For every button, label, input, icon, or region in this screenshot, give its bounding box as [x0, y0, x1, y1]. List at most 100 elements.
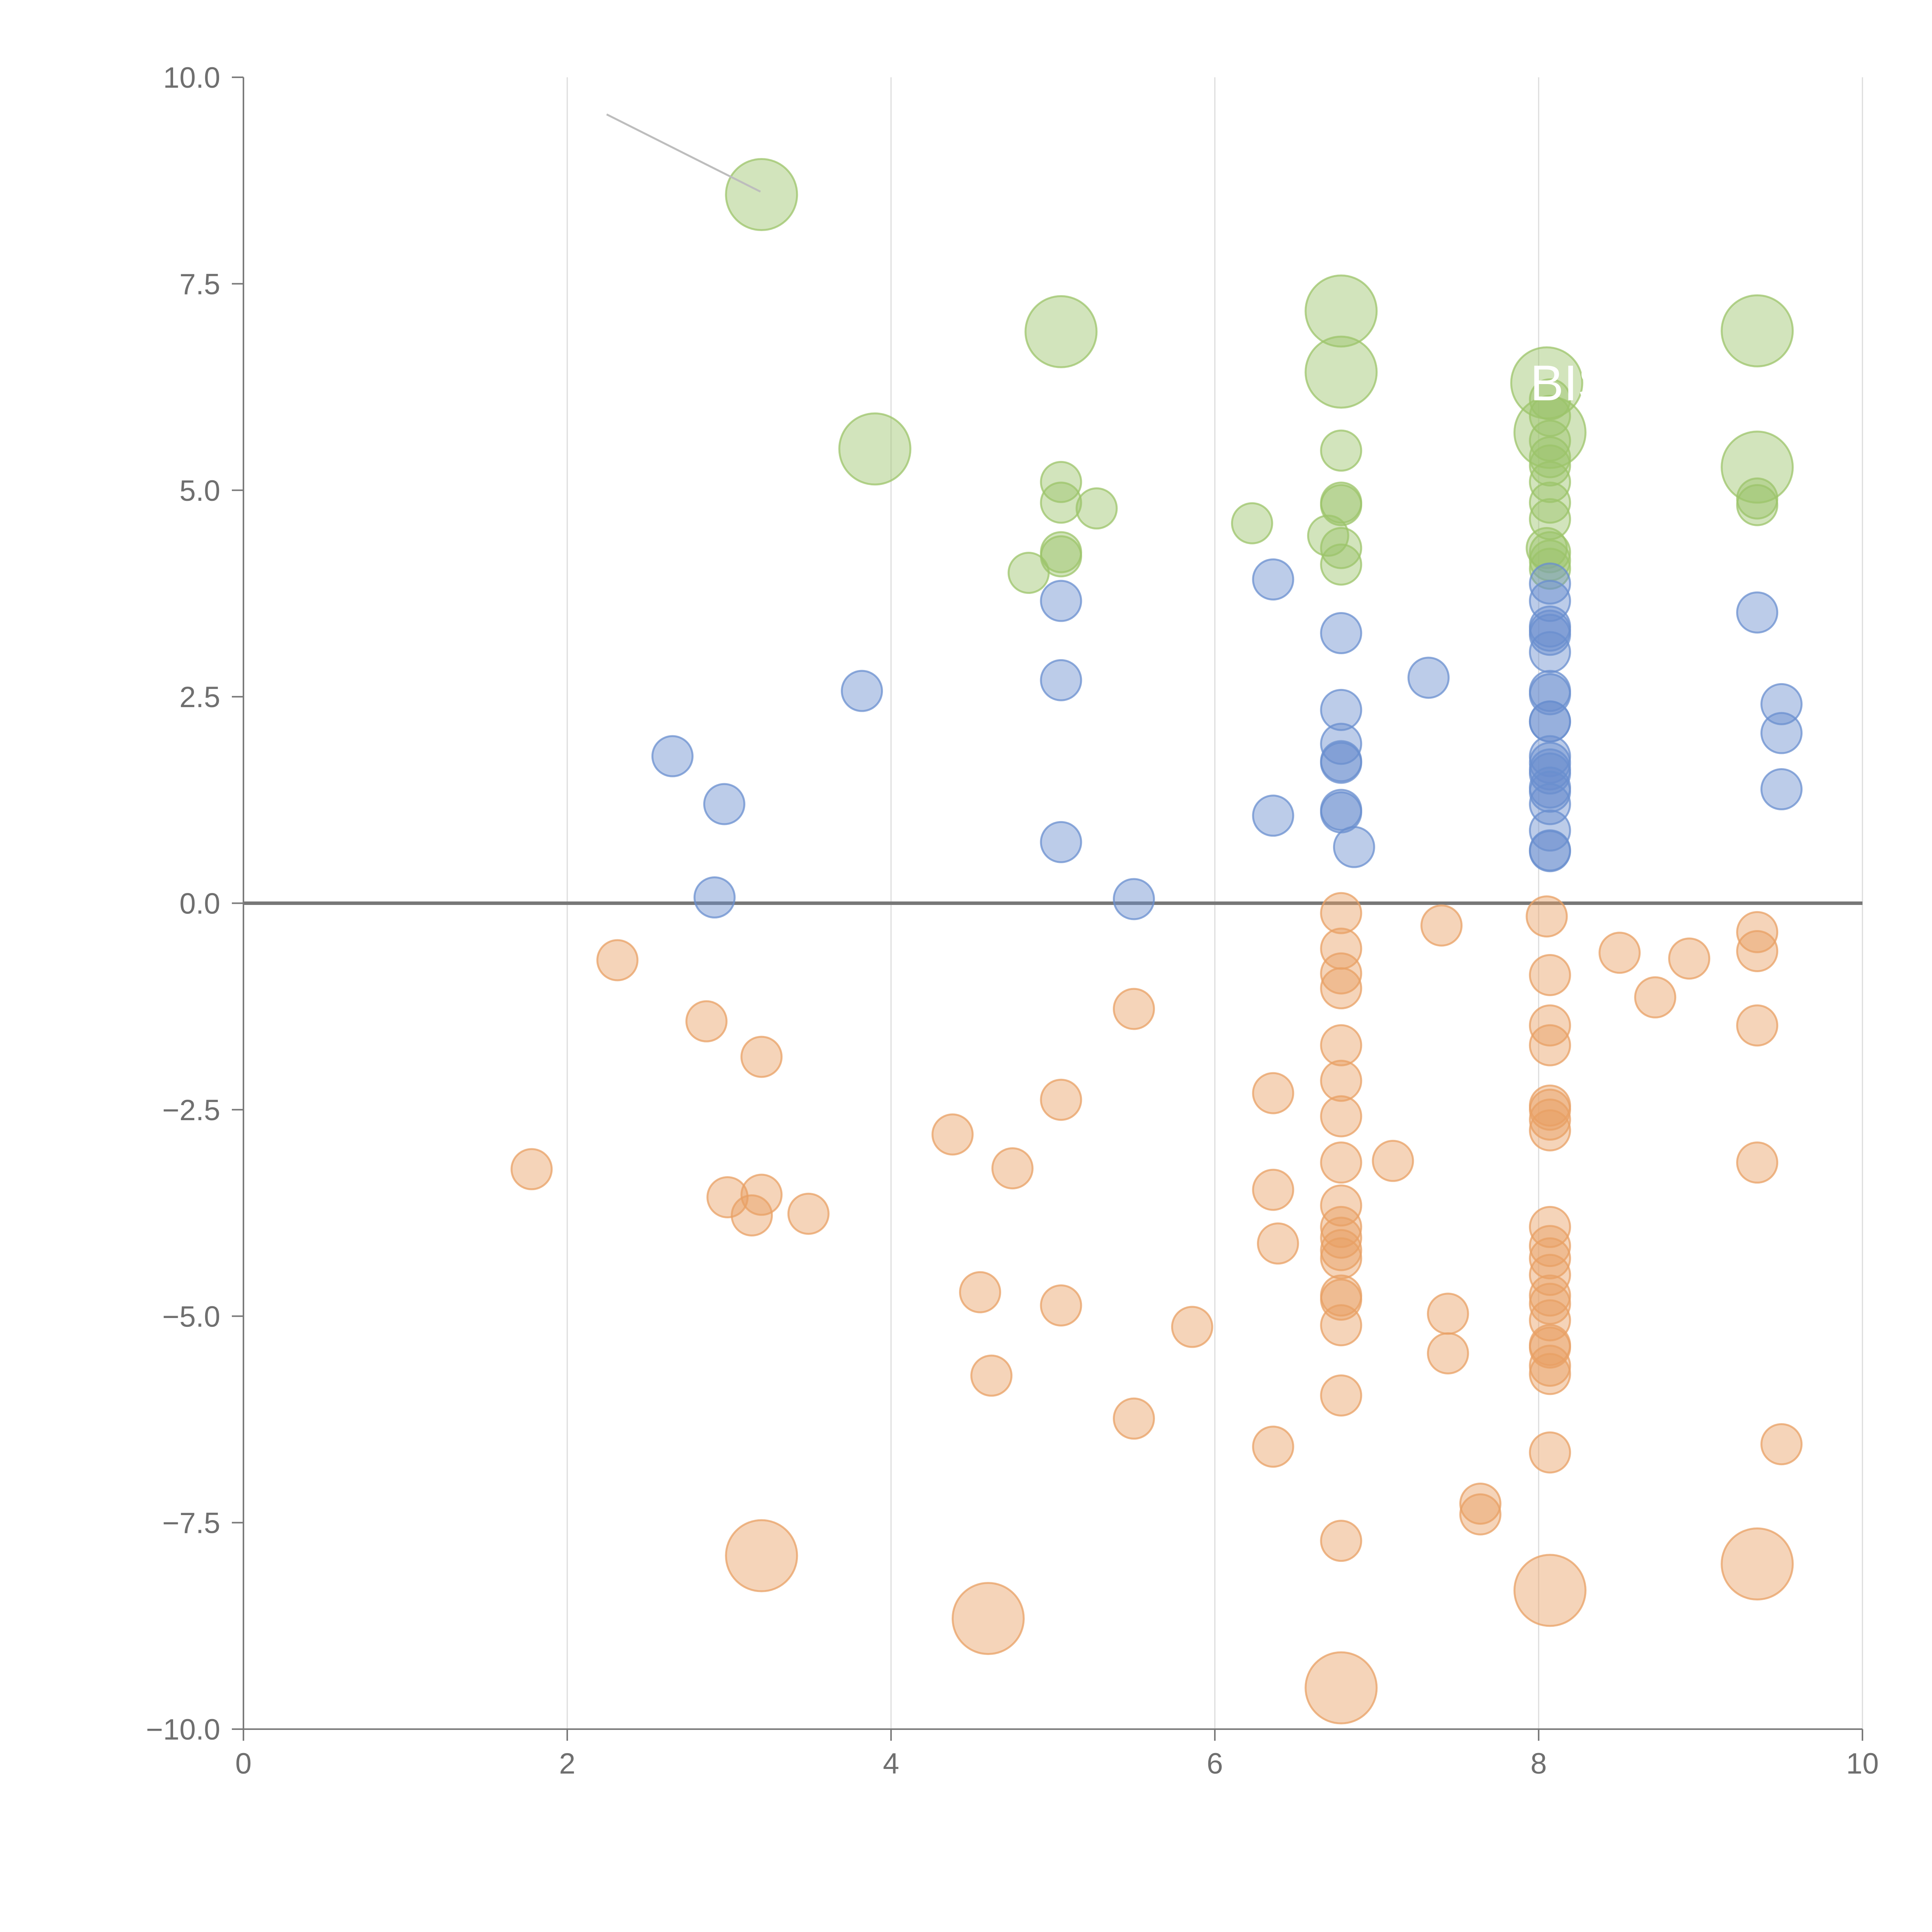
orange-point: [1252, 1072, 1294, 1114]
green-point: [1320, 543, 1362, 586]
orange-point: [1320, 1279, 1362, 1321]
orange-point: [1459, 1493, 1502, 1536]
orange-point: [1320, 1184, 1362, 1227]
blue-point: [1040, 659, 1082, 701]
blue-point: [1529, 770, 1571, 813]
green-highlight-point: [1024, 295, 1098, 368]
orange-point: [731, 1194, 773, 1236]
orange-point: [740, 1173, 783, 1216]
orange-point: [1320, 892, 1362, 934]
y-tick-label: −7.5: [162, 1507, 220, 1540]
orange-point: [1529, 1206, 1571, 1248]
green-point: [1529, 395, 1571, 437]
orange-point: [787, 1192, 830, 1235]
orange-highlight-point: [1304, 1651, 1378, 1725]
y-tick-label: 10.0: [163, 61, 220, 94]
green-point: [1307, 514, 1349, 557]
blue-point: [1040, 580, 1082, 622]
blue-point: [1320, 612, 1362, 655]
orange-point: [1372, 1139, 1414, 1182]
orange-point: [1320, 1141, 1362, 1184]
annotations: BIS: [606, 113, 1611, 411]
blue-point: [693, 876, 736, 919]
blue-point: [1252, 558, 1294, 601]
orange-highlight-point: [725, 1519, 798, 1592]
orange-point: [1736, 930, 1779, 972]
y-tick-label: 2.5: [179, 681, 220, 714]
orange-point: [1320, 1060, 1362, 1102]
orange-point: [1320, 1024, 1362, 1066]
blue-point: [1113, 878, 1155, 920]
orange-point: [1459, 1482, 1502, 1525]
orange-point: [1040, 1078, 1082, 1121]
orange-point: [1320, 1304, 1362, 1347]
orange-point: [1529, 1282, 1571, 1325]
blue-point: [1760, 712, 1803, 754]
blue-point: [1529, 752, 1571, 795]
green-point: [1040, 481, 1082, 524]
y-tick-label: −10.0: [146, 1713, 220, 1746]
blue-point: [1252, 794, 1294, 837]
green-point: [1231, 502, 1273, 544]
orange-point: [1320, 967, 1362, 1010]
orange-point: [1760, 1423, 1803, 1466]
blue-point: [1407, 656, 1450, 699]
orange-point: [1736, 1004, 1779, 1047]
blue-point: [1529, 614, 1571, 656]
y-tick-label: −5.0: [162, 1300, 220, 1333]
green-highlight-point: [838, 412, 912, 486]
orange-point: [1252, 1168, 1294, 1211]
y-tick-label: 7.5: [179, 268, 220, 301]
y-tick-label: 5.0: [179, 474, 220, 507]
orange-point: [1529, 954, 1571, 996]
orange-point: [1320, 952, 1362, 995]
blue-point: [1040, 821, 1082, 863]
orange-point: [1427, 1293, 1469, 1335]
blue-point: [703, 783, 745, 825]
orange-point: [1529, 1225, 1571, 1267]
orange-point: [1529, 1431, 1571, 1474]
orange-point: [959, 1271, 1001, 1313]
orange-point: [1529, 1109, 1571, 1151]
orange-point: [1526, 895, 1568, 938]
green-point: [1529, 378, 1571, 421]
blue-point: [1320, 723, 1362, 765]
blue-point: [1736, 591, 1779, 634]
orange-point: [1113, 1397, 1155, 1440]
green-highlight-point: [1513, 396, 1587, 469]
orange-point: [1529, 1237, 1571, 1280]
orange-point: [931, 1113, 974, 1156]
blue-point: [1529, 562, 1571, 605]
x-tick-label: 8: [1531, 1747, 1547, 1780]
blue-point: [1529, 830, 1571, 872]
orange-point: [1320, 1206, 1362, 1248]
orange-point: [685, 1000, 728, 1043]
green-highlight-point: [1721, 430, 1794, 504]
orange-point: [1252, 1425, 1294, 1468]
orange-point: [510, 1148, 553, 1190]
orange-point: [1634, 976, 1677, 1019]
x-tick-label: 4: [883, 1747, 899, 1780]
blue-point: [1320, 742, 1362, 784]
tick-labels: 0 2 4 6 8 10 −10.0 −7.5 −5.0 −2.5 0.0 2.5 5.0 7.5 10.0: [146, 61, 1879, 1780]
blue-point: [1320, 689, 1362, 731]
green-highlight-point: [1304, 274, 1378, 348]
green-point: [1529, 481, 1571, 524]
data-points: [510, 378, 1803, 1562]
annotation-label: BIS: [1530, 355, 1611, 411]
orange-point: [1529, 1024, 1571, 1066]
green-highlight-point: [725, 158, 798, 231]
orange-point: [1320, 1095, 1362, 1138]
blue-point: [1760, 683, 1803, 725]
orange-point: [970, 1354, 1013, 1397]
orange-point: [1599, 932, 1641, 974]
green-point: [1529, 548, 1571, 590]
orange-point: [1736, 1141, 1779, 1184]
orange-point: [1171, 1306, 1213, 1348]
y-tick-label: −2.5: [162, 1094, 220, 1127]
orange-highlight-point: [951, 1582, 1025, 1655]
green-point: [1075, 487, 1118, 530]
blue-point: [1529, 631, 1571, 673]
green-point: [1736, 484, 1779, 526]
